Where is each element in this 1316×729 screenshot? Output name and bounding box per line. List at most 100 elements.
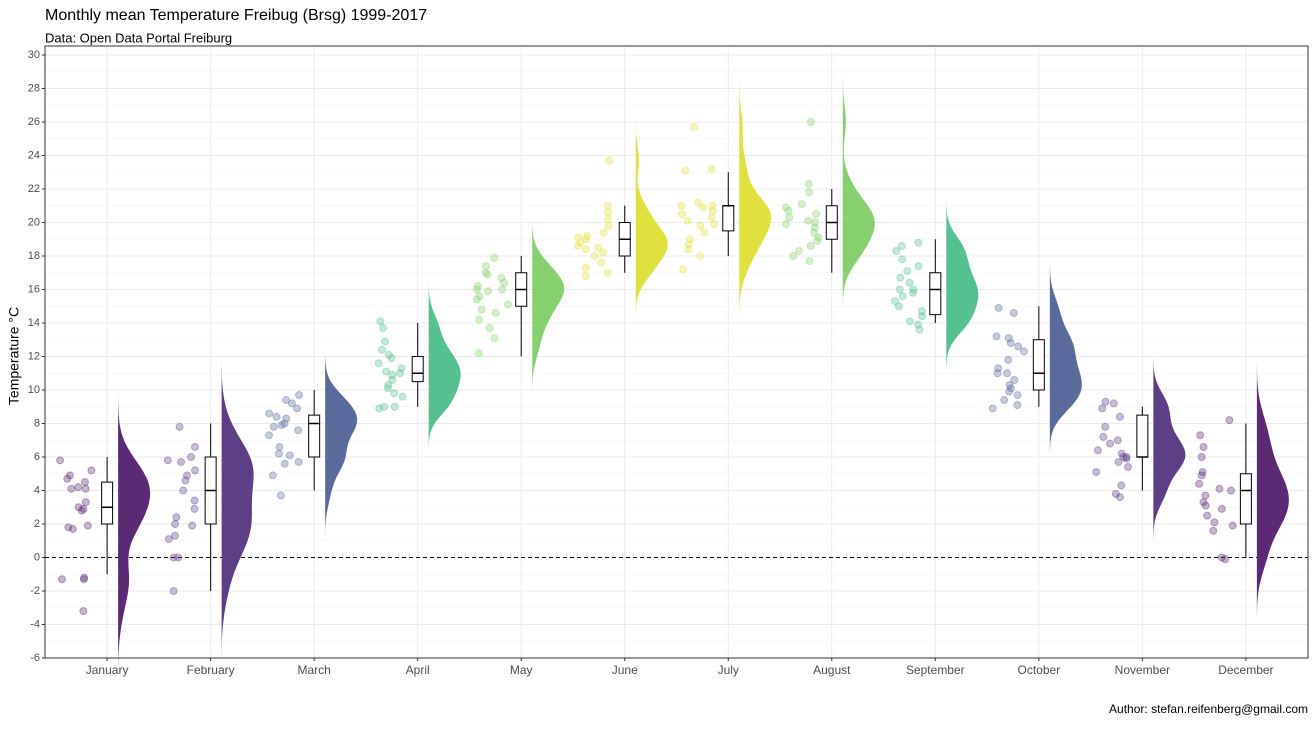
- x-tick-label: September: [906, 663, 965, 677]
- point: [581, 245, 590, 254]
- point: [473, 282, 482, 291]
- point: [810, 223, 819, 232]
- violin: [428, 282, 461, 447]
- violin: [1256, 363, 1289, 616]
- point: [707, 213, 716, 222]
- x-tick-label: December: [1218, 663, 1273, 677]
- point: [64, 523, 73, 532]
- point: [280, 459, 289, 468]
- point: [275, 442, 284, 451]
- y-tick-label: 2: [34, 518, 40, 530]
- point: [903, 267, 912, 276]
- point: [681, 166, 690, 175]
- point: [806, 241, 815, 250]
- point: [918, 312, 927, 321]
- point: [376, 317, 385, 326]
- x-tick-label: November: [1115, 663, 1170, 677]
- y-tick-label: 22: [28, 183, 40, 195]
- point: [1004, 334, 1013, 343]
- point: [599, 228, 608, 237]
- point: [388, 370, 397, 379]
- point: [1201, 501, 1210, 510]
- point: [398, 392, 407, 401]
- point: [797, 200, 806, 209]
- point: [696, 221, 705, 230]
- point: [484, 287, 493, 296]
- point: [177, 458, 186, 467]
- point: [1119, 453, 1128, 461]
- point: [377, 345, 386, 354]
- point: [698, 203, 707, 212]
- point: [708, 201, 717, 210]
- point: [79, 504, 88, 513]
- point: [684, 240, 693, 249]
- point: [381, 337, 390, 346]
- point: [894, 302, 903, 311]
- point: [1117, 481, 1126, 490]
- x-tick-label: May: [510, 663, 533, 677]
- point: [472, 295, 481, 304]
- point: [708, 206, 717, 215]
- point: [287, 399, 296, 408]
- point: [707, 164, 716, 173]
- point: [83, 521, 92, 530]
- y-tick-label: 0: [34, 551, 40, 563]
- point: [576, 238, 585, 247]
- point: [1197, 471, 1206, 480]
- y-tick-label: 18: [28, 250, 40, 262]
- point: [1092, 468, 1101, 477]
- point: [914, 262, 923, 271]
- x-tick-label: February: [187, 663, 235, 677]
- point: [169, 587, 178, 595]
- point: [1105, 439, 1114, 448]
- point: [269, 422, 278, 431]
- point: [1209, 526, 1218, 535]
- point: [63, 474, 72, 483]
- point: [603, 268, 612, 277]
- point: [594, 243, 603, 252]
- point: [810, 228, 819, 237]
- point: [1109, 399, 1118, 408]
- point: [490, 253, 499, 262]
- point: [282, 396, 291, 405]
- point: [896, 273, 905, 282]
- point: [574, 233, 583, 242]
- point: [806, 118, 815, 126]
- point: [1196, 431, 1205, 440]
- point: [1101, 422, 1110, 431]
- point: [1005, 380, 1014, 389]
- point: [684, 245, 693, 254]
- point: [898, 292, 907, 301]
- point: [677, 201, 686, 210]
- point: [1113, 436, 1122, 445]
- point: [74, 483, 83, 492]
- box: [1239, 473, 1252, 525]
- y-tick-label: -2: [30, 585, 40, 597]
- point: [1203, 511, 1212, 520]
- point: [781, 203, 790, 212]
- violin: [1153, 358, 1186, 540]
- box: [411, 356, 424, 383]
- point: [1210, 518, 1219, 527]
- point: [686, 235, 695, 244]
- point: [170, 531, 179, 540]
- point: [191, 466, 200, 475]
- y-tick-label: -6: [30, 652, 40, 664]
- point: [604, 221, 613, 230]
- point: [183, 471, 192, 480]
- point: [677, 210, 686, 219]
- point: [191, 442, 200, 451]
- point: [190, 504, 199, 513]
- point: [498, 285, 507, 294]
- x-tick-label: October: [1017, 663, 1060, 677]
- point: [784, 206, 793, 215]
- point: [581, 263, 590, 272]
- x-tick-label: August: [813, 663, 851, 677]
- point: [582, 235, 591, 244]
- point: [1013, 401, 1022, 410]
- point: [1111, 489, 1120, 498]
- point: [175, 422, 184, 431]
- box: [1032, 339, 1045, 391]
- point: [917, 307, 926, 316]
- point: [295, 391, 304, 400]
